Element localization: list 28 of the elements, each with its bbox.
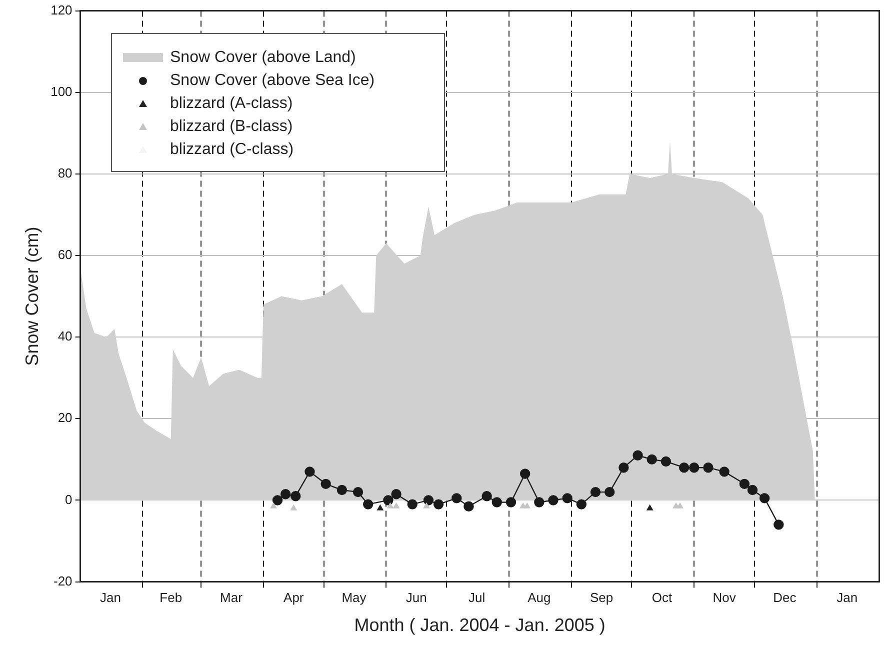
y-tick-label: 100: [50, 84, 72, 99]
x-tick-label: Oct: [652, 590, 672, 606]
y-tick-label: 20: [58, 410, 72, 426]
y-tick-label: 80: [58, 166, 72, 181]
x-tick-label: Apr: [284, 590, 304, 606]
x-tick-label: May: [342, 590, 367, 606]
legend-label: blizzard (B-class): [170, 118, 293, 136]
y-tick-label: -20: [53, 573, 72, 588]
y-tick-label: 0: [65, 492, 72, 507]
legend-label: Snow Cover (above Land): [170, 48, 356, 66]
y-axis-title: Snow Cover (cm): [22, 226, 42, 366]
x-axis-title: Month ( Jan. 2004 - Jan. 2005 ): [354, 615, 606, 636]
x-tick-label: Jan: [100, 590, 121, 606]
y-tick-label: 40: [58, 328, 72, 344]
y-tick-label: 120: [50, 2, 72, 18]
x-tick-label: Jun: [406, 590, 427, 606]
x-tick-label: Jan: [836, 590, 858, 606]
x-tick-label: Dec: [773, 590, 797, 606]
legend-label: blizzard (A-class): [170, 94, 293, 112]
y-tick-label: 60: [58, 247, 72, 262]
legend-label: blizzard (C-class): [170, 140, 294, 158]
x-tick-label: Sep: [590, 590, 614, 606]
x-tick-label: Nov: [712, 590, 736, 606]
x-tick-label: Aug: [528, 590, 551, 606]
x-tick-label: Feb: [160, 590, 182, 606]
legend-label: Snow Cover (above Sea Ice): [170, 72, 375, 90]
x-tick-label: Mar: [220, 590, 244, 606]
x-tick-label: Jul: [468, 590, 486, 606]
